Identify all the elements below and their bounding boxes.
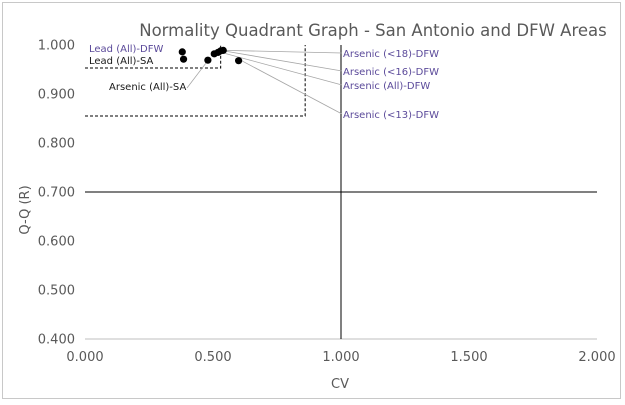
- x-tick-label: 0.500: [194, 350, 231, 365]
- annotation-leader: [221, 51, 343, 86]
- chart-svg: Normality Quadrant Graph - San Antonio a…: [18, 21, 616, 392]
- x-tick-label: 1.500: [450, 350, 487, 365]
- annotation-label: Arsenic (All)-DFW: [343, 81, 430, 92]
- y-tick-label: 0.500: [38, 284, 75, 299]
- x-tick-label: 0.000: [66, 350, 103, 365]
- annotation-leaders: [186, 49, 343, 115]
- annotation-label: Arsenic (<13)-DFW: [343, 110, 439, 121]
- annotation-label: Lead (All)-SA: [89, 56, 154, 67]
- data-points: [178, 46, 243, 65]
- y-tick-label: 1.000: [38, 39, 75, 54]
- annotation-label: Arsenic (All)-SA: [109, 82, 186, 93]
- data-point: [179, 55, 188, 63]
- x-tick-label: 2.000: [578, 350, 615, 365]
- annotation-leader: [223, 50, 343, 72]
- data-point: [219, 46, 227, 54]
- y-tick-label: 0.400: [38, 333, 75, 348]
- annotation-label: Arsenic (<18)-DFW: [343, 49, 439, 60]
- chart-axes: 0.000 0.500 1.000 1.500 2.000 0.400 0.500 0.600…: [38, 39, 616, 366]
- data-point: [235, 57, 243, 65]
- y-tick-label: 0.900: [38, 88, 75, 103]
- y-axis-title: Q-Q (R): [18, 185, 33, 234]
- chart-frame: Normality Quadrant Graph - San Antonio a…: [2, 2, 621, 399]
- y-tick-label: 0.700: [38, 186, 75, 201]
- x-axis-title: CV: [331, 377, 349, 392]
- outer-highlight-box: [85, 45, 306, 117]
- y-tick-label: 0.800: [38, 137, 75, 152]
- x-tick-label: 1.000: [322, 350, 359, 365]
- chart-title: Normality Quadrant Graph - San Antonio a…: [139, 21, 607, 40]
- annotation-label: Arsenic (<16)-DFW: [343, 67, 439, 78]
- annotation-leader: [186, 62, 207, 89]
- annotation-leader: [241, 60, 343, 115]
- annotation-leader: [226, 49, 343, 54]
- annotation-label: Lead (All)-DFW: [89, 44, 163, 55]
- y-tick-label: 0.600: [38, 235, 75, 250]
- data-point: [204, 56, 212, 64]
- data-point: [178, 48, 186, 56]
